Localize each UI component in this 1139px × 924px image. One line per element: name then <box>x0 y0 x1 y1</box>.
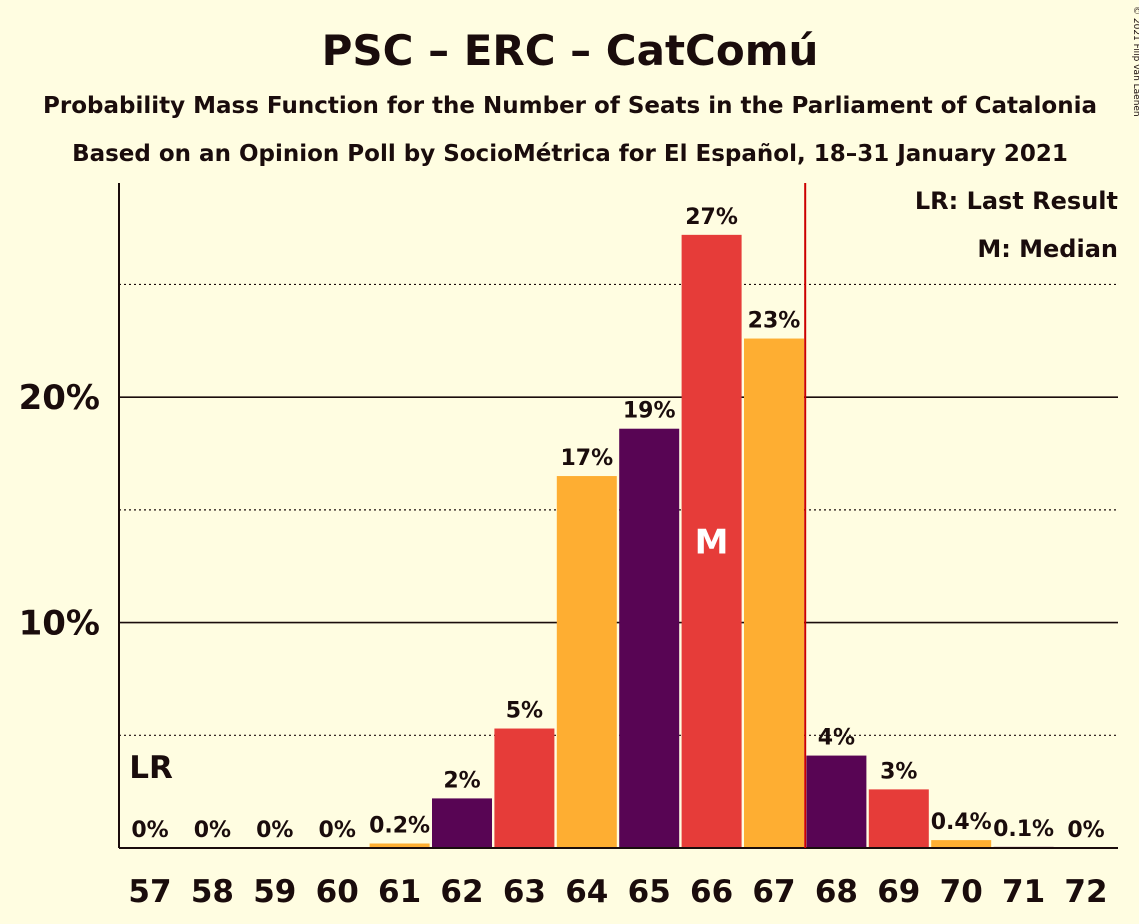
x-tick-label-70: 70 <box>940 874 983 910</box>
bar-label-71: 0.1% <box>993 817 1054 842</box>
bar-seats-62 <box>432 798 492 848</box>
bar-label-58: 0% <box>194 818 231 843</box>
bars <box>369 234 1054 848</box>
bar-label-65: 19% <box>623 399 676 424</box>
bar-label-67: 23% <box>748 309 801 334</box>
x-tick-label-69: 69 <box>877 874 920 910</box>
x-tick-label-60: 60 <box>316 874 359 910</box>
bar-label-72: 0% <box>1067 818 1104 843</box>
chart-subtitle-2: Based on an Opinion Poll by SocioMétrica… <box>72 141 1068 167</box>
median-marker: M <box>695 522 729 562</box>
y-ticks: 10% 20% <box>19 378 100 643</box>
bar-seats-68 <box>806 755 867 848</box>
last-result-marker: LR <box>129 750 173 786</box>
x-tick-label-62: 62 <box>440 874 483 910</box>
y-tick-label: 20% <box>19 378 100 418</box>
bar-label-57: 0% <box>131 818 168 843</box>
legend-last-result: LR: Last Result <box>915 187 1118 215</box>
x-ticks: 57 58 59 60 61 62 63 64 65 66 67 68 69 70 71 72 <box>128 874 1107 910</box>
bar-label-66: 27% <box>685 205 738 230</box>
bar-seats-64 <box>556 476 617 848</box>
x-tick-label-66: 66 <box>690 874 733 910</box>
bar-label-70: 0.4% <box>931 810 992 835</box>
x-tick-label-61: 61 <box>378 874 421 910</box>
x-tick-label-58: 58 <box>191 874 234 910</box>
x-tick-label-71: 71 <box>1002 874 1045 910</box>
bar-label-64: 17% <box>560 446 613 471</box>
bar-label-63: 5% <box>506 699 543 724</box>
bar-labels: 0% 0% 0% 0% 0.2% 2% 5% 17% 19% 27% M 23% 4% 3% 0.4% 0.1… <box>129 205 1104 843</box>
x-tick-label-67: 67 <box>752 874 795 910</box>
bar-label-60: 0% <box>319 818 356 843</box>
bar-seats-66 <box>681 234 742 848</box>
bar-seats-70 <box>931 840 992 848</box>
bar-label-69: 3% <box>880 759 917 784</box>
bar-seats-69 <box>868 789 929 848</box>
bar-seats-63 <box>494 728 555 848</box>
bar-label-68: 4% <box>818 726 855 751</box>
x-tick-label-68: 68 <box>815 874 858 910</box>
bar-seats-61 <box>369 843 430 848</box>
chart-subtitle-1: Probability Mass Function for the Number… <box>43 93 1097 119</box>
bar-seats-67 <box>744 338 804 848</box>
x-tick-label-72: 72 <box>1064 874 1107 910</box>
bar-seats-65 <box>619 428 680 848</box>
copyright-notice: © 2021 Filip van Laenen <box>1131 6 1139 117</box>
x-tick-label-57: 57 <box>128 874 171 910</box>
x-tick-label-65: 65 <box>628 874 671 910</box>
bar-label-62: 2% <box>443 768 480 793</box>
y-tick-label: 10% <box>19 604 100 644</box>
bar-label-61: 0.2% <box>369 813 430 838</box>
x-tick-label-64: 64 <box>565 874 608 910</box>
chart-title: PSC – ERC – CatComú <box>322 26 819 75</box>
x-tick-label-59: 59 <box>253 874 296 910</box>
x-tick-label-63: 63 <box>503 874 546 910</box>
grid <box>119 283 1118 736</box>
legend-median: M: Median <box>977 235 1118 263</box>
bar-label-59: 0% <box>256 818 293 843</box>
